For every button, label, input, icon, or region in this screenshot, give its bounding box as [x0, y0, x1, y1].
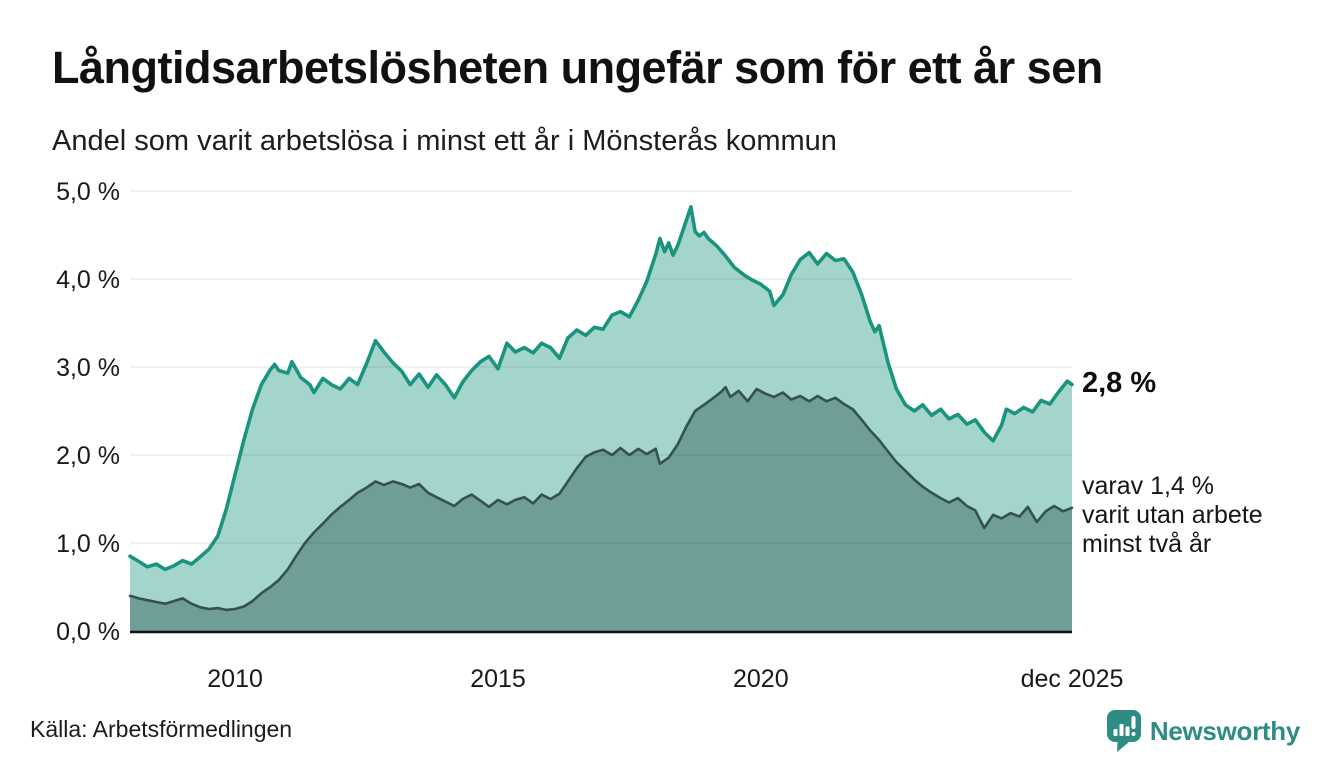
- two-year-annotation-line: minst två år: [1082, 530, 1212, 558]
- y-tick-label: 4,0 %: [56, 266, 120, 294]
- two-year-annotation: varav 1,4 % varit utan arbete minst två …: [1082, 472, 1263, 559]
- chart-title: Långtidsarbetslösheten ungefär som för e…: [52, 42, 1103, 93]
- line-unemployed-one-year: [128, 205, 1074, 572]
- two-year-annotation-line: varit utan arbete: [1082, 501, 1263, 529]
- y-tick-label: 3,0 %: [56, 354, 120, 382]
- latest-value-label: 2,8 %: [1082, 367, 1157, 399]
- x-tick-label: 2015: [470, 665, 526, 693]
- x-tick-label: dec 2025: [1021, 665, 1124, 693]
- source-note: Källa: Arbetsförmedlingen: [30, 716, 293, 742]
- y-tick-label: 5,0 %: [56, 178, 120, 206]
- area-unemployed-two-years: [130, 387, 1072, 631]
- y-tick-label: 1,0 %: [56, 530, 120, 558]
- y-tick-label: 2,0 %: [56, 442, 120, 470]
- x-tick-label: 2010: [207, 665, 263, 693]
- chart-subtitle: Andel som varit arbetslösa i minst ett å…: [52, 125, 837, 157]
- newsworthy-logo: Newsworthy: [1106, 710, 1300, 752]
- x-tick-label: 2020: [733, 665, 789, 693]
- line-unemployed-two-years: [128, 385, 1074, 612]
- newsworthy-logo-text: Newsworthy: [1149, 715, 1300, 746]
- newsworthy-logo-icon: [1106, 710, 1141, 752]
- y-tick-label: 0,0 %: [56, 618, 120, 646]
- two-year-annotation-line: varav 1,4 %: [1082, 472, 1215, 500]
